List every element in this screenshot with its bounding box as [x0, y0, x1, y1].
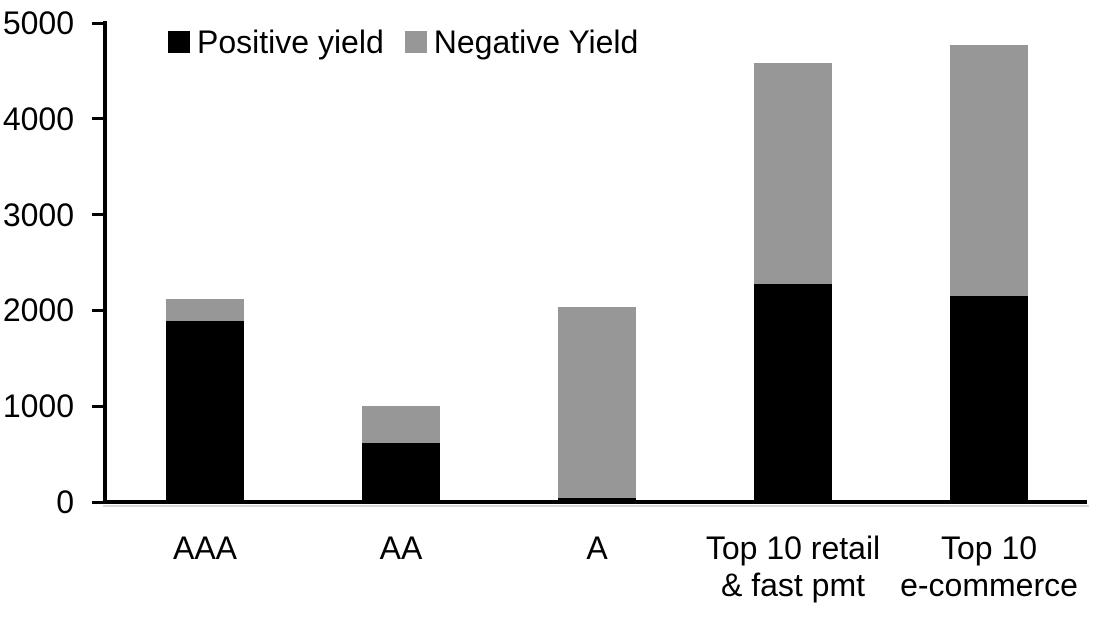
x-axis-category-label: Top 10 retail & fast pmt	[705, 530, 881, 603]
y-axis-tick-label: 2000	[2, 292, 74, 329]
bar-segment	[754, 283, 832, 502]
bar-segment	[362, 406, 440, 443]
y-axis-tick-mark	[92, 117, 104, 121]
x-axis-category-label: AAA	[172, 530, 238, 566]
y-axis-tick-mark	[92, 21, 104, 25]
y-axis-tick-mark	[92, 404, 104, 408]
y-axis-tick-mark	[92, 500, 104, 504]
y-axis-tick-label: 0	[56, 484, 74, 520]
legend-label-negative-yield: Negative Yield	[433, 24, 639, 60]
bar-segment	[950, 45, 1028, 297]
x-axis-category-label: AA	[379, 530, 423, 566]
bar-segment	[950, 296, 1028, 502]
y-axis-tick-label: 5000	[2, 5, 74, 41]
bar-segment	[754, 63, 832, 284]
legend-item-negative-yield: Negative Yield	[404, 24, 639, 60]
y-axis-line	[103, 21, 107, 504]
x-axis-category-label: Top 10 e-commerce	[900, 530, 1078, 603]
y-axis-tick-mark	[92, 308, 104, 312]
y-axis-tick-label: 3000	[2, 196, 74, 233]
y-axis-tick-label: 4000	[2, 100, 74, 137]
y-axis-tick-label: 1000	[2, 388, 74, 425]
legend-swatch-positive-yield-icon	[168, 31, 190, 53]
legend-item-positive-yield: Positive yield	[168, 26, 384, 58]
bar-segment	[558, 306, 636, 499]
y-axis-tick-mark	[92, 213, 104, 217]
legend-label-positive-yield: Positive yield	[197, 24, 384, 60]
bar-segment	[362, 442, 440, 502]
bar-segment	[166, 320, 244, 502]
x-axis-line	[103, 500, 1087, 504]
x-axis-category-label: A	[586, 530, 608, 566]
bar-segment	[166, 298, 244, 321]
legend-swatch-negative-yield-icon	[404, 31, 427, 53]
legend: Positive yield Negative Yield	[168, 26, 638, 58]
x-axis-shadow-line	[103, 505, 1089, 507]
